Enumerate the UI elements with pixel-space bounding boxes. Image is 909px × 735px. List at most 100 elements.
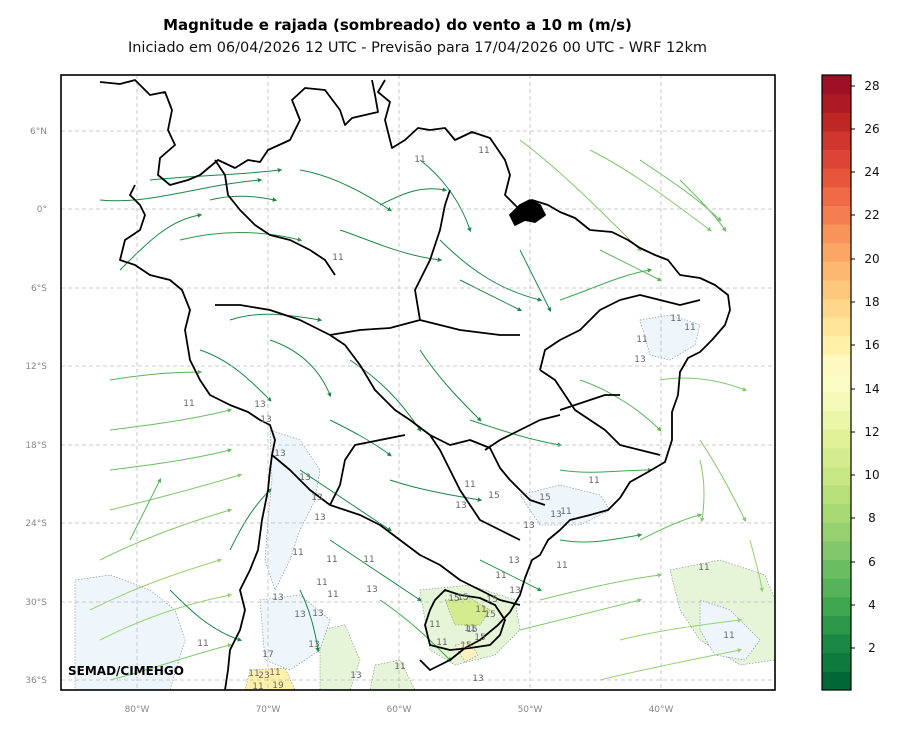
borders-layer xyxy=(99,79,731,690)
colorbar-swatch xyxy=(822,261,851,281)
wind-shade-patch xyxy=(699,599,761,661)
contour-label: 11 xyxy=(588,476,599,486)
contour-label: 13 xyxy=(254,400,265,410)
lat-tick-label: 18°S xyxy=(25,441,47,451)
streamline xyxy=(299,589,320,653)
colorbar-frame xyxy=(821,74,852,691)
streamline xyxy=(559,467,653,473)
lon-tick-label: 70°W xyxy=(256,705,281,715)
contour-label: 13 xyxy=(308,640,319,650)
colorbar-swatch xyxy=(822,578,851,598)
streamline xyxy=(749,539,764,593)
colorbar-swatch xyxy=(822,373,851,393)
colorbar-swatch xyxy=(822,540,851,561)
colorbar-tick-label: 18 xyxy=(864,295,879,309)
streamline xyxy=(169,589,243,642)
lat-tick-label: 12°S xyxy=(25,362,47,372)
streamline xyxy=(299,169,392,212)
colorbar-tick-label: 14 xyxy=(864,382,879,396)
contour-label: 13 xyxy=(455,501,466,511)
colorbar-swatch xyxy=(822,224,851,244)
lat-tick-label: 0° xyxy=(37,205,47,215)
contour-label: 11 xyxy=(723,631,734,641)
contour-label: 11 xyxy=(556,561,567,571)
streamline xyxy=(519,139,642,252)
contour-label: 11 xyxy=(475,605,486,615)
streamline xyxy=(639,159,722,222)
colorbar-swatch xyxy=(822,410,851,430)
lon-tick-label: 50°W xyxy=(518,705,543,715)
streamline xyxy=(639,513,703,541)
streamline xyxy=(179,232,303,242)
contour-label: 11 xyxy=(464,480,475,490)
streamline xyxy=(519,249,552,313)
colorbar-swatch xyxy=(822,130,851,151)
contour-label: 11 xyxy=(670,314,681,324)
contour-label: 13 xyxy=(312,609,323,619)
contour-label: 13 xyxy=(260,415,271,425)
colorbar-swatch xyxy=(822,186,851,206)
contour-label: 11 xyxy=(183,399,194,409)
contour-label: 11 xyxy=(478,146,489,156)
contour-label: 11 xyxy=(269,668,280,678)
colorbar-tick-label: 20 xyxy=(864,252,879,266)
contour-label: 13 xyxy=(550,510,561,520)
contour-label: 11 xyxy=(436,638,447,648)
colorbar-swatch xyxy=(822,205,851,225)
colorbar-tick-label: 8 xyxy=(868,511,876,525)
colorbar-tick-label: 26 xyxy=(864,122,879,136)
streamline xyxy=(349,359,422,432)
contour-label: 13 xyxy=(523,521,534,531)
colorbar-swatch xyxy=(822,466,851,486)
contour-label: 15 xyxy=(474,633,485,643)
colorbar-tick-label: 4 xyxy=(868,598,876,612)
colorbar-tick-label: 12 xyxy=(864,425,879,439)
contour-label: 15 xyxy=(448,594,459,604)
contour-label: 15 xyxy=(466,625,477,635)
contour-label: 15 xyxy=(488,491,499,501)
colorbar-swatch xyxy=(822,317,851,337)
streamline xyxy=(129,477,162,541)
streamline xyxy=(679,179,727,232)
contour-label: 13 xyxy=(366,585,377,595)
longitude-labels: 80°W 70°W 60°W 50°W 40°W xyxy=(125,705,674,715)
contour-label: 11 xyxy=(560,507,571,517)
contour-label: 13 xyxy=(272,593,283,603)
streamline xyxy=(269,339,332,398)
streamline xyxy=(419,349,482,422)
contour-label: 13 xyxy=(274,449,285,459)
streamline xyxy=(439,239,543,302)
contour-label: 17 xyxy=(262,650,273,660)
amazon-delta xyxy=(509,199,546,226)
streamline xyxy=(109,448,233,471)
colorbar-swatch xyxy=(822,242,851,262)
colorbar-swatch xyxy=(822,447,851,467)
lat-tick-label: 6°N xyxy=(30,127,47,137)
colorbar-swatch xyxy=(822,522,851,542)
contour-label: 11 xyxy=(248,669,259,679)
lat-tick-label: 36°S xyxy=(25,676,47,686)
streamline xyxy=(299,469,392,532)
colorbar-tick-label: 24 xyxy=(864,165,879,179)
south-america-coastline xyxy=(99,79,731,690)
colorbar-swatch xyxy=(822,335,851,356)
streamline xyxy=(379,599,452,662)
latitude-labels: 6°N 0° 6°S 12°S 18°S 24°S 30°S 36°S xyxy=(25,127,47,686)
colorbar-swatch xyxy=(822,280,851,300)
colorbar-tick-label: 6 xyxy=(868,555,876,569)
contour-label: 11 xyxy=(698,563,709,573)
contour-label: 15 xyxy=(486,595,497,605)
colorbar-swatch xyxy=(822,149,851,169)
colorbar-tick-label: 28 xyxy=(864,79,879,93)
contour-label: 23 xyxy=(258,671,269,681)
colorbar-tick-label: 2 xyxy=(868,641,876,655)
streamline xyxy=(599,648,743,681)
streamline xyxy=(559,268,653,301)
lat-tick-label: 6°S xyxy=(31,284,47,294)
streamline xyxy=(89,558,223,611)
wind-shade-patch xyxy=(264,429,321,591)
streamline xyxy=(659,377,748,392)
credit-label: SEMAD/CIMEHGO xyxy=(68,664,184,678)
